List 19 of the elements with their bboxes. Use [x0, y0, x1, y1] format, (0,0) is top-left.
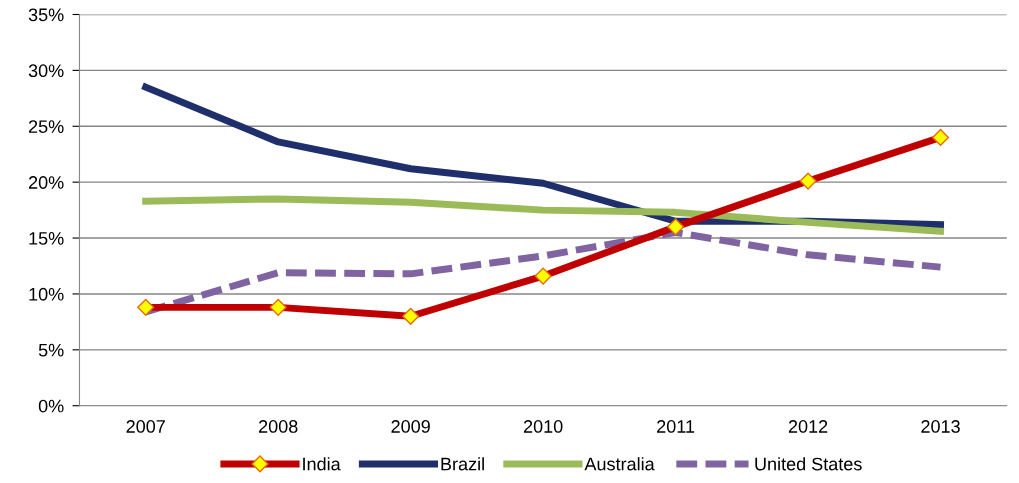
y-tick-label: 20%	[28, 176, 64, 189]
x-tick-label: 2009	[391, 420, 430, 433]
x-tick-label: 2010	[523, 420, 563, 433]
y-tick-label: 35%	[28, 8, 64, 22]
x-tick-label: 2007	[126, 420, 165, 433]
y-tick-label: 0%	[38, 399, 64, 413]
y-tick-label: 10%	[29, 287, 64, 301]
legend-label: India	[303, 457, 341, 471]
x-tick-label: 2012	[788, 420, 828, 433]
legend-label: United States	[755, 457, 862, 471]
y-tick-label: 30%	[28, 64, 64, 78]
y-tick-label: 5%	[38, 343, 64, 357]
x-tick-label: 2011	[657, 420, 695, 433]
y-tick-label: 15%	[29, 232, 64, 245]
x-tick-label: 2008	[259, 420, 298, 433]
x-tick-label: 2013	[921, 420, 960, 433]
y-tick-label: 25%	[28, 120, 64, 133]
legend-label: Brazil	[441, 457, 484, 471]
legend-label: Australia	[584, 457, 655, 471]
